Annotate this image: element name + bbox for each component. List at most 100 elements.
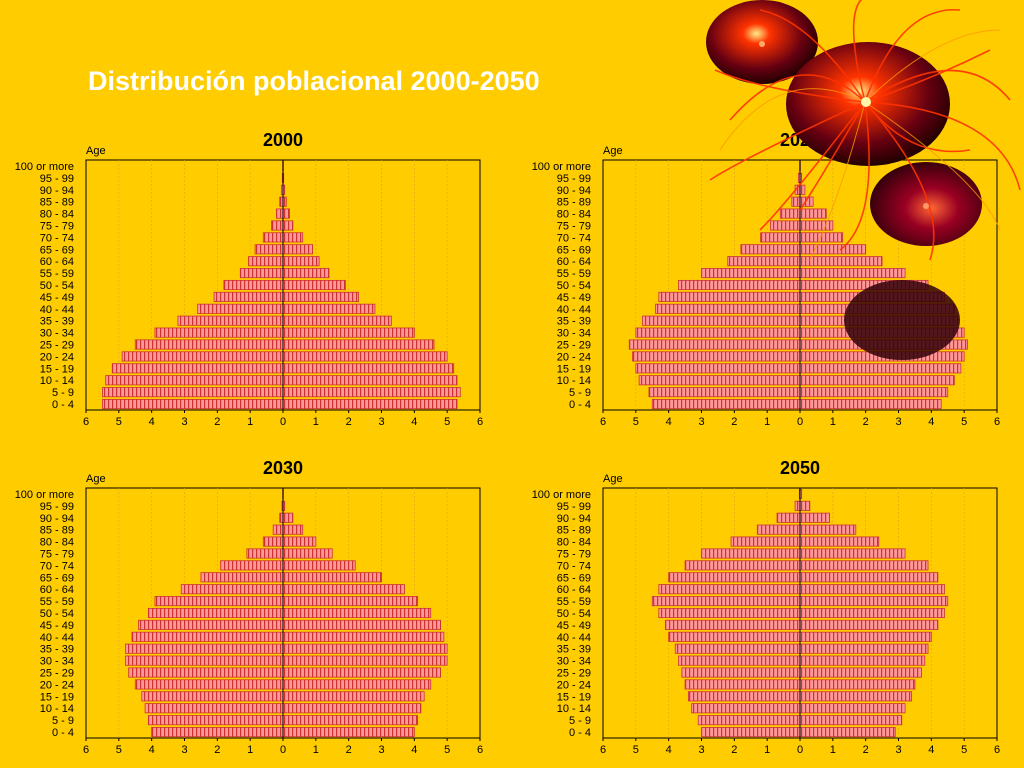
x-tick-label: 3 — [895, 416, 901, 428]
bar-right-14 — [282, 560, 356, 571]
population-pyramid-2030: 2030 Age 6 5 4 3 2 1 0 1 2 3 4 5 6 0 - 45 - 910 - 1415 … — [15, 458, 483, 756]
bar-right-0 — [282, 399, 458, 410]
age-group-label: 45 - 49 — [40, 620, 74, 632]
age-group-label: 50 - 54 — [557, 608, 591, 620]
x-tick-label: 2 — [731, 744, 737, 756]
bar-right-0 — [799, 727, 896, 738]
bar-left-2 — [144, 703, 284, 714]
bar-right-6 — [282, 327, 415, 338]
age-group-label: 20 - 24 — [557, 679, 591, 691]
bar-right-11 — [282, 596, 419, 607]
x-tick-label: 1 — [764, 416, 770, 428]
bar-right-6 — [799, 655, 926, 666]
bar-right-11 — [799, 596, 949, 607]
population-pyramid-2000: 2000 Age 6 5 4 3 2 1 0 1 2 3 4 5 6 0 - 45 - 910 - 1415 … — [15, 130, 483, 428]
age-group-label: 60 - 64 — [40, 584, 74, 596]
bar-left-9 — [213, 291, 284, 302]
age-group-label: 10 - 14 — [40, 703, 74, 715]
bar-right-18 — [799, 512, 830, 523]
bar-left-2 — [105, 375, 284, 386]
x-tick-label: 2 — [346, 744, 352, 756]
age-group-label: 90 - 94 — [40, 513, 74, 525]
age-group-label: 5 - 9 — [52, 387, 74, 399]
age-group-label: 15 - 19 — [40, 691, 74, 703]
x-tick-label: 5 — [633, 744, 639, 756]
bar-right-12 — [282, 256, 320, 267]
x-tick-label: 4 — [149, 416, 155, 428]
age-group-label: 100 or more — [15, 489, 74, 501]
bar-right-1 — [282, 715, 419, 726]
age-group-label: 45 - 49 — [557, 292, 591, 304]
age-group-label: 35 - 39 — [40, 316, 74, 328]
x-tick-label: 4 — [411, 744, 417, 756]
age-group-label: 50 - 54 — [40, 608, 74, 620]
bar-left-1 — [147, 715, 284, 726]
age-group-label: 35 - 39 — [557, 644, 591, 656]
age-group-label: 45 - 49 — [40, 292, 74, 304]
x-tick-label: 6 — [600, 416, 606, 428]
x-tick-label: 4 — [928, 744, 934, 756]
bar-left-17 — [756, 524, 801, 535]
bar-right-10 — [282, 279, 346, 291]
age-group-label: 100 or more — [532, 489, 591, 501]
bar-right-5 — [799, 667, 922, 678]
bar-right-8 — [282, 631, 445, 642]
x-tick-label: 6 — [83, 416, 89, 428]
age-group-label: 30 - 34 — [40, 328, 74, 340]
bar-right-19 — [799, 500, 811, 511]
bar-left-5 — [128, 667, 284, 678]
bar-left-16 — [276, 208, 284, 219]
age-group-label: 15 - 19 — [40, 363, 74, 375]
bar-left-11 — [651, 596, 801, 607]
bar-right-0 — [282, 727, 415, 738]
bar-left-9 — [664, 619, 801, 630]
bar-left-7 — [177, 315, 284, 326]
bar-right-9 — [282, 619, 442, 630]
age-group-label: 90 - 94 — [557, 185, 591, 197]
bar-right-0 — [799, 399, 942, 410]
bar-left-3 — [687, 691, 801, 702]
x-tick-label: 3 — [895, 744, 901, 756]
bar-left-0 — [151, 727, 284, 738]
bar-right-5 — [282, 339, 435, 350]
bar-left-0 — [701, 727, 801, 738]
bar-left-8 — [131, 631, 284, 642]
bar-right-2 — [282, 375, 458, 386]
x-tick-label: 6 — [477, 744, 483, 756]
bar-right-2 — [799, 375, 955, 386]
age-group-label: 65 - 69 — [40, 244, 74, 256]
bar-right-13 — [799, 572, 939, 583]
bar-right-13 — [282, 572, 382, 583]
bar-left-12 — [180, 584, 284, 595]
bar-left-1 — [648, 387, 801, 398]
bar-left-4 — [684, 679, 801, 690]
bar-right-18 — [282, 512, 294, 523]
age-group-label: 25 - 29 — [557, 340, 591, 352]
bar-right-13 — [282, 244, 313, 255]
age-group-label: 50 - 54 — [40, 280, 74, 292]
fireworks-decoration — [706, 0, 1021, 360]
x-tick-label: 0 — [280, 416, 286, 428]
y-axis-label: Age — [603, 145, 623, 157]
age-group-label: 5 - 9 — [569, 715, 591, 727]
bar-right-9 — [282, 291, 359, 302]
bar-left-11 — [239, 268, 284, 279]
age-group-label: 20 - 24 — [40, 679, 74, 691]
x-tick-label: 5 — [444, 744, 450, 756]
age-group-label: 90 - 94 — [557, 513, 591, 525]
age-group-label: 0 - 4 — [569, 727, 591, 739]
bar-left-6 — [678, 655, 801, 666]
bar-left-6 — [125, 655, 284, 666]
x-tick-label: 5 — [116, 744, 122, 756]
bar-right-7 — [282, 643, 448, 654]
population-pyramid-2050: 2050 Age 6 5 4 3 2 1 0 1 2 3 4 5 6 0 - 45 - 910 - 1415 … — [532, 458, 1000, 756]
age-group-label: 80 - 84 — [557, 537, 591, 549]
age-group-label: 10 - 14 — [557, 375, 591, 387]
x-tick-label: 2 — [214, 416, 220, 428]
age-group-label: 55 - 59 — [557, 596, 591, 608]
x-tick-label: 1 — [247, 416, 253, 428]
chart-title: 2050 — [780, 458, 820, 478]
age-group-label: 60 - 64 — [40, 256, 74, 268]
bar-right-5 — [282, 667, 442, 678]
x-tick-label: 5 — [116, 416, 122, 428]
